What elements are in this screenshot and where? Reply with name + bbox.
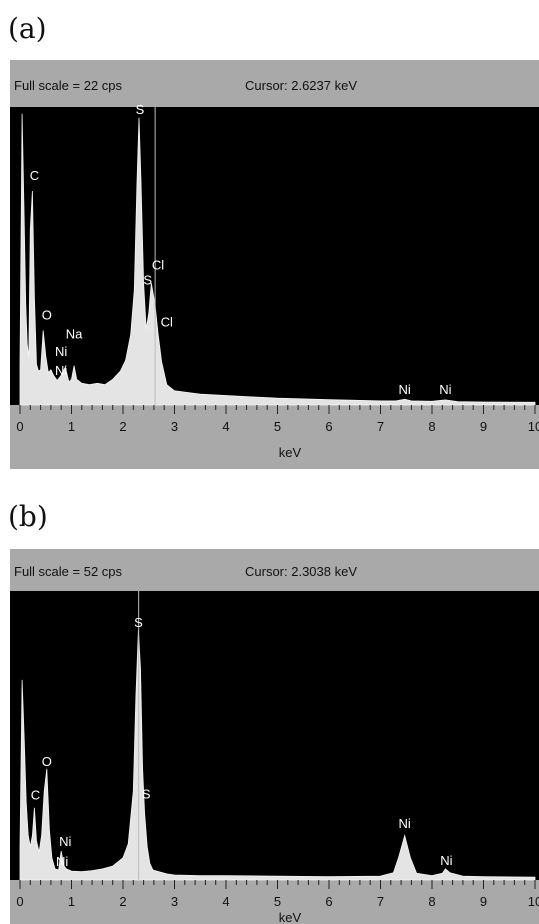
peak-label: C [31, 787, 40, 802]
tick-label: 5 [274, 894, 281, 909]
tick-label: 7 [377, 419, 384, 434]
tick-label: 6 [325, 894, 332, 909]
peak-label: Ni [399, 382, 411, 397]
peak-label: Ni [55, 344, 67, 359]
tick-label: 1 [68, 419, 75, 434]
full-scale-label: Full scale = 52 cps [14, 564, 123, 579]
tick-label: 9 [480, 419, 487, 434]
tick-label: 8 [428, 419, 435, 434]
x-axis-label: keV [279, 910, 302, 924]
spectrum-series [19, 113, 536, 406]
axis-bar [10, 405, 539, 469]
panel-a-label: (a) [8, 12, 47, 45]
tick-label: 7 [377, 894, 384, 909]
peak-label: Ni [399, 816, 411, 831]
axis-bar [10, 880, 539, 924]
tick-label: 10 [528, 894, 539, 909]
peak-label: Ni [59, 834, 71, 849]
tick-label: 6 [325, 419, 332, 434]
x-axis-label: keV [279, 445, 302, 460]
x-axis-ticks: 0 1 2 3 4 5 6 7 8 9 10 [16, 880, 539, 909]
panel-b-label: (b) [8, 500, 48, 533]
tick-label: 1 [68, 894, 75, 909]
cursor-readout: Cursor: 2.3038 keV [245, 564, 357, 579]
header-bar [10, 549, 539, 591]
peak-label: Ni [439, 382, 451, 397]
cursor-readout: Cursor: 2.6237 keV [245, 78, 357, 93]
tick-label: 3 [171, 894, 178, 909]
tick-label: 4 [222, 894, 229, 909]
tick-label: 2 [119, 894, 126, 909]
x-axis-ticks: 0 1 2 3 4 5 6 7 8 9 10 [16, 405, 539, 434]
peak-label: S [142, 786, 151, 801]
plot-area [10, 591, 539, 880]
tick-label: 2 [119, 419, 126, 434]
peak-label: Ni [440, 853, 452, 868]
tick-label: 9 [480, 894, 487, 909]
peak-label: S [134, 615, 143, 630]
spectrum-layer [19, 113, 536, 406]
eds-spectrum-a: Full scale = 22 cps Cursor: 2.6237 keV C… [10, 60, 539, 469]
peak-label: O [42, 308, 52, 323]
peak-label: Cl [152, 258, 164, 273]
peak-label: O [42, 754, 52, 769]
full-scale-label: Full scale = 22 cps [14, 78, 123, 93]
eds-spectrum-b: Full scale = 52 cps Cursor: 2.3038 keV S… [10, 549, 539, 924]
tick-label: 3 [171, 419, 178, 434]
header-bar [10, 60, 539, 107]
peak-label: S [136, 102, 145, 117]
peak-label: S [143, 272, 152, 287]
peak-label: Na [66, 327, 83, 342]
tick-label: 8 [428, 894, 435, 909]
peak-label: Cl [161, 314, 173, 329]
peak-label: Ni [56, 854, 68, 869]
spectrum-series [19, 629, 536, 881]
spectrum-layer [19, 629, 536, 881]
tick-label: 10 [528, 419, 539, 434]
tick-label: 0 [16, 419, 23, 434]
tick-label: 4 [222, 419, 229, 434]
peak-label: Ni [55, 363, 67, 378]
peak-label: C [30, 168, 39, 183]
plot-area [10, 107, 539, 405]
peak-labels: S O C S Ni Ni Ni Ni [31, 615, 453, 869]
tick-label: 0 [16, 894, 23, 909]
tick-label: 5 [274, 419, 281, 434]
